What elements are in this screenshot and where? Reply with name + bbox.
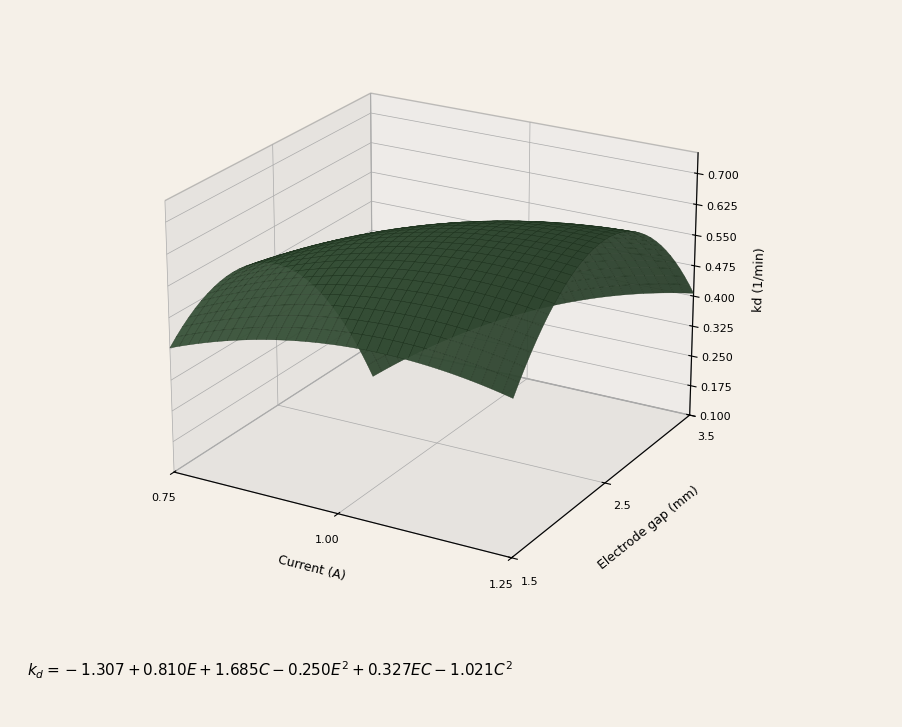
Text: $k_d = -1.307 + 0.810E + 1.685C - 0.250E^2 + 0.327EC - 1.021C^2$: $k_d = -1.307 + 0.810E + 1.685C - 0.250E… [27, 659, 512, 680]
Y-axis label: Electrode gap (mm): Electrode gap (mm) [595, 484, 701, 572]
X-axis label: Current (A): Current (A) [276, 553, 346, 583]
